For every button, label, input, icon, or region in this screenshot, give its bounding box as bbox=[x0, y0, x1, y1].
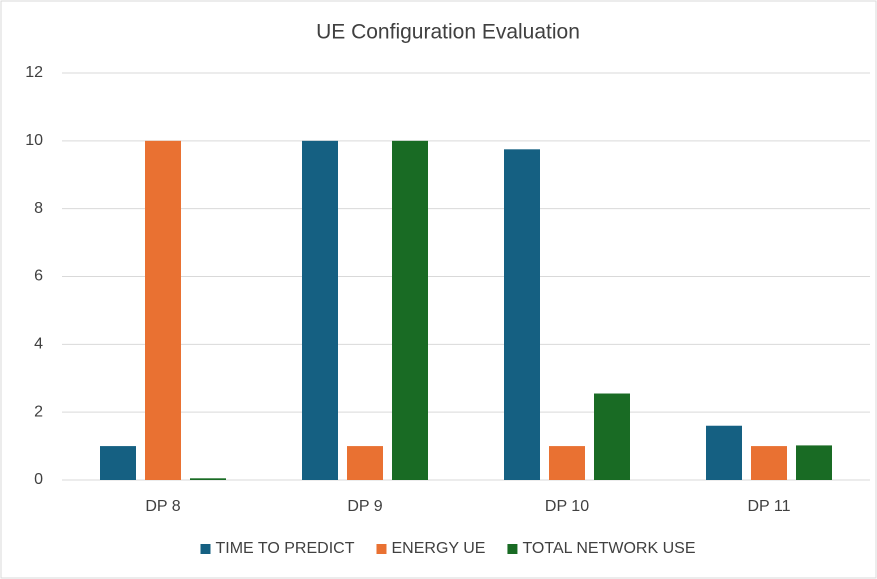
y-tick-label: 4 bbox=[34, 336, 43, 353]
y-tick-label: 12 bbox=[25, 64, 43, 81]
x-tick-label: DP 10 bbox=[545, 498, 589, 515]
bar bbox=[504, 149, 540, 480]
x-tick-label: DP 9 bbox=[347, 498, 382, 515]
x-tick-label: DP 8 bbox=[145, 498, 180, 515]
bar bbox=[549, 446, 585, 480]
legend-label: TIME TO PREDICT bbox=[216, 540, 355, 557]
x-tick-label: DP 11 bbox=[748, 498, 791, 515]
bar bbox=[190, 478, 226, 480]
y-tick-label: 2 bbox=[34, 403, 43, 420]
legend-swatch bbox=[376, 544, 387, 554]
bar bbox=[145, 140, 181, 481]
legend-label: TOTAL NETWORK USE bbox=[522, 540, 695, 557]
legend-swatch bbox=[507, 544, 518, 554]
bar bbox=[347, 446, 383, 480]
bar bbox=[706, 425, 742, 480]
y-tick-label: 0 bbox=[34, 471, 43, 488]
legend-swatch bbox=[200, 544, 211, 554]
legend-label: ENERGY UE bbox=[391, 540, 485, 557]
y-tick-label: 6 bbox=[34, 268, 43, 285]
bar bbox=[100, 446, 136, 480]
bar bbox=[302, 140, 338, 481]
y-tick-label: 8 bbox=[34, 200, 43, 217]
bar bbox=[594, 393, 630, 480]
bar bbox=[796, 445, 832, 480]
chart-title: UE Configuration Evaluation bbox=[316, 21, 580, 44]
y-tick-label: 10 bbox=[25, 132, 43, 149]
bar bbox=[392, 140, 428, 481]
bar bbox=[751, 446, 787, 480]
